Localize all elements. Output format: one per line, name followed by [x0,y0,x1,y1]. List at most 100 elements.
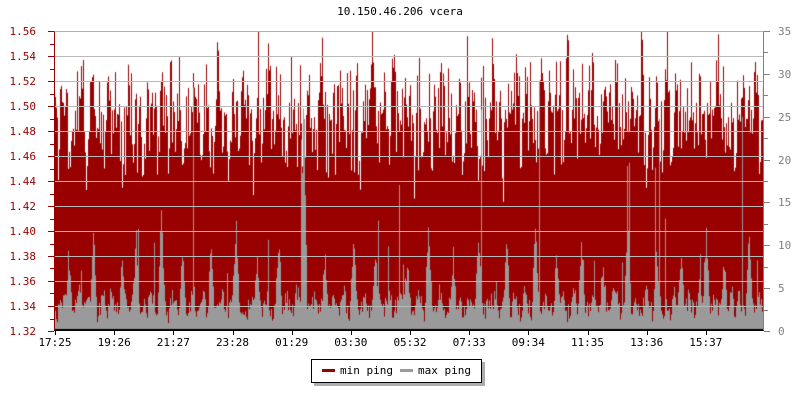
gridline [54,31,764,32]
gridline [54,306,764,307]
y-axis-left-tick [48,181,54,182]
y-axis-left-tick [48,131,54,132]
x-axis-tick [292,331,293,335]
y-axis-left-tick [48,31,54,32]
y-axis-left-minor-tick [50,319,54,320]
y-axis-left-tick [48,56,54,57]
gridline [54,106,764,107]
y-axis-right-tick [764,74,770,75]
y-axis-left-minor-tick [50,244,54,245]
y-axis-right-minor-tick [764,224,768,225]
y-axis-left-tick-label: 1.52 [9,75,37,88]
gridline [54,231,764,232]
gridline [54,206,764,207]
gridline [54,56,764,57]
chart-legend: min ping max ping [311,359,482,383]
y-axis-left-tick-label: 1.50 [9,100,37,113]
x-axis-tick [469,331,470,335]
y-axis-right-tick-label: 5 [778,282,785,296]
y-axis-left-tick-label: 1.54 [9,50,37,63]
y-axis-left-tick-label: 1.40 [9,225,37,238]
x-axis-tick-label: 13:36 [630,336,664,349]
y-axis-left-tick [48,306,54,307]
x-axis-tick [588,331,589,335]
y-axis-left-tick [48,206,54,207]
x-axis-tick [647,331,648,335]
x-axis-tick [351,331,352,335]
y-axis-right-tick [764,245,770,246]
y-axis-right-tick [764,117,770,118]
y-axis-right-tick-label: 25 [778,110,792,124]
legend-label-max-ping: max ping [417,364,471,377]
y-axis-right-minor-tick [764,310,768,311]
y-axis-left-tick-label: 1.56 [9,25,37,38]
y-axis-left-tick [48,156,54,157]
y-axis-right-tick-label: 35 [778,25,792,38]
y-axis-left-minor-tick [50,69,54,70]
gridline [54,156,764,157]
y-axis-left-tick [48,331,54,332]
y-axis-right-tick [764,288,770,289]
y-axis-right-minor-tick [764,52,768,53]
x-axis-tick-label: 03:30 [334,336,368,349]
y-axis-right-tick-label: 15 [778,196,792,210]
legend-item-max-ping: max ping [399,364,471,377]
x-axis-tick [706,331,707,335]
gridline [54,81,764,82]
y-axis-right-tick [764,331,770,332]
y-axis-right-tick [764,160,770,161]
y-axis-left-minor-tick [50,44,54,45]
y-axis-left-minor-tick [50,293,54,294]
y-axis-left-tick [48,256,54,257]
x-axis-tick-label: 19:26 [97,336,131,349]
y-axis-left-minor-tick [50,119,54,120]
y-axis-right-minor-tick [764,267,768,268]
legend-swatch-max-ping [399,369,413,372]
y-axis-left-tick [48,231,54,232]
y-axis-right-minor-tick [764,95,768,96]
y-axis-left-minor-tick [50,144,54,145]
y-axis-left-tick-label: 1.38 [9,250,37,263]
x-axis-tick [528,331,529,335]
x-axis-tick-label: 17:25 [38,336,72,349]
y-axis-left-tick-label: 1.32 [9,325,37,338]
y-axis-left-minor-tick [50,268,54,269]
legend-label-min-ping: min ping [340,364,393,377]
chart-title: 10.150.46.206 vcera [337,5,463,18]
gridline [54,281,764,282]
y-axis-left-tick-label: 1.44 [9,175,37,188]
y-axis-left-tick-label: 1.36 [9,275,37,288]
y-axis-right-tick-label: 0 [778,325,785,338]
x-axis-tick [55,331,56,335]
y-axis-left-tick-label: 1.34 [9,300,37,313]
y-axis-right-tick [764,31,770,32]
y-axis-right-tick [764,202,770,203]
y-axis-left-minor-tick [50,169,54,170]
y-axis-left-tick [48,106,54,107]
y-axis-left-minor-tick [50,219,54,220]
y-axis-left-minor-tick [50,194,54,195]
y-axis-right-tick-label: 10 [778,239,792,253]
gridline [54,256,764,257]
y-axis-left-tick-label: 1.48 [9,125,37,138]
x-axis-tick-label: 15:37 [689,336,723,349]
x-axis-tick-label: 01:29 [275,336,309,349]
x-axis-tick-label: 11:35 [570,336,605,349]
y-axis-left-tick [48,81,54,82]
plot-area [54,31,764,331]
x-axis-tick [114,331,115,335]
x-axis-tick-label: 23:28 [215,336,250,349]
x-axis-tick-label: 21:27 [156,336,190,349]
x-axis-tick-label: 09:34 [511,336,545,349]
x-axis-tick [173,331,174,335]
y-axis-right-tick-label: 20 [778,153,792,167]
x-axis-tick-label: 05:32 [393,336,427,349]
y-axis-left-tick-label: 1.46 [9,150,37,163]
y-axis-right-minor-tick [764,181,768,182]
y-axis-right-tick-label: 30 [778,67,792,81]
y-axis-right-minor-tick [764,138,768,139]
gridline [54,131,764,132]
y-axis-left-tick [48,281,54,282]
legend-swatch-min-ping [322,369,335,372]
